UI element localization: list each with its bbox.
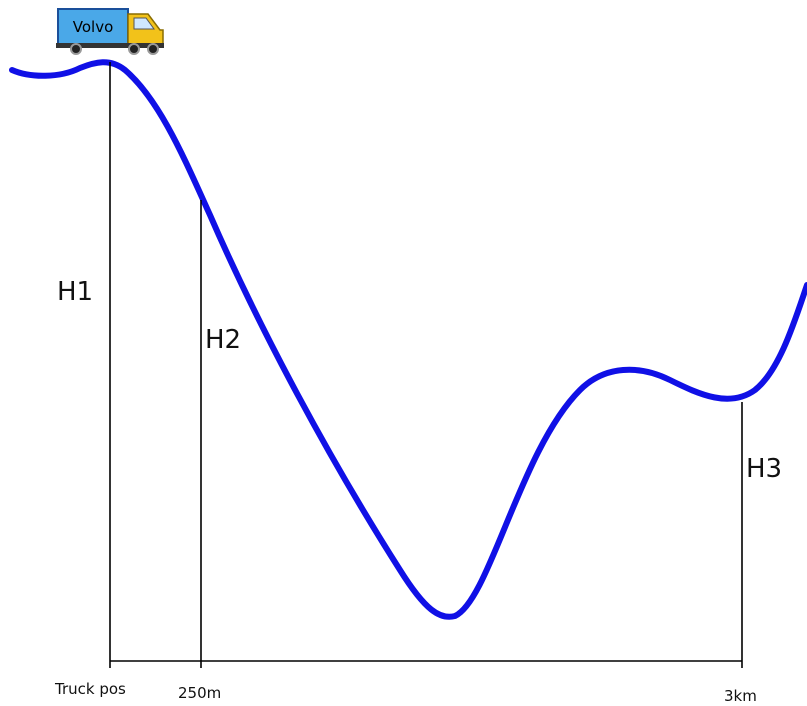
height-label: H2 [205,325,241,355]
truck-label: Volvo [73,18,114,36]
road-profile [9,59,807,620]
position-label: Truck pos [54,680,126,698]
position-label: 250m [178,684,221,702]
height-label: H1 [57,277,93,307]
wheel [70,43,82,55]
truck-window [133,17,155,30]
truck-chassis [56,43,164,48]
truck: Volvo [56,8,164,55]
wheel [128,43,140,55]
truck-box [57,8,129,45]
wheel [147,43,159,55]
height-label: H3 [746,454,782,484]
position-label: 3km [724,687,757,705]
